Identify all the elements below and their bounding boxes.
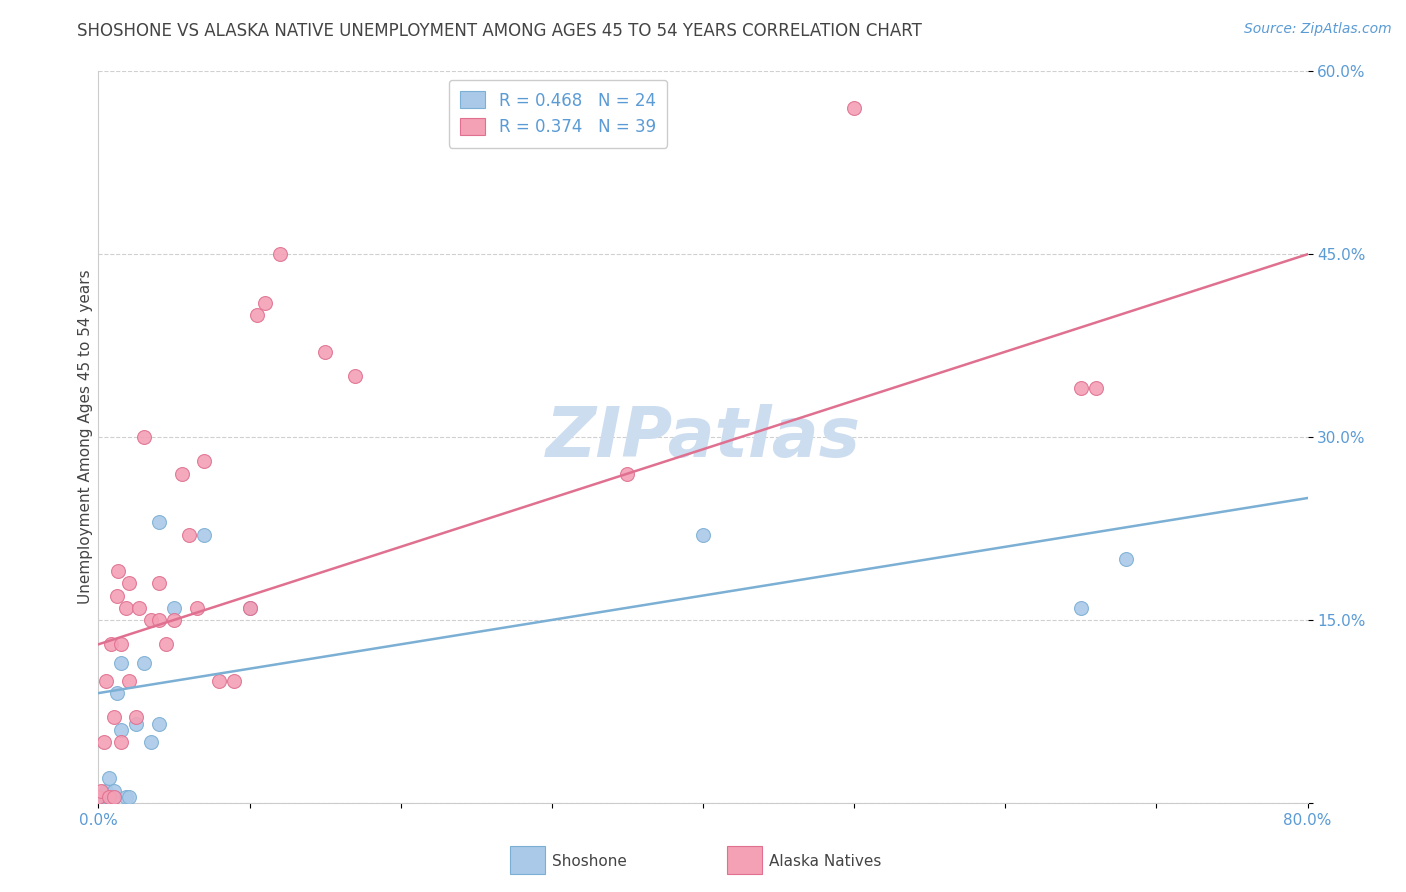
Point <box>344 369 367 384</box>
Point <box>179 527 201 541</box>
Point <box>107 564 129 578</box>
Text: ZIPatlas: ZIPatlas <box>546 403 860 471</box>
Point <box>94 673 117 688</box>
Point <box>114 600 136 615</box>
Point <box>1085 381 1108 395</box>
Point <box>103 789 125 804</box>
Point <box>141 613 163 627</box>
Point <box>118 673 141 688</box>
Point <box>103 789 125 804</box>
Point <box>110 735 132 749</box>
Legend: R = 0.468   N = 24, R = 0.374   N = 39: R = 0.468 N = 24, R = 0.374 N = 39 <box>449 79 668 148</box>
Point <box>148 516 170 530</box>
Point <box>314 344 336 359</box>
Point <box>1070 600 1092 615</box>
Point <box>148 716 170 731</box>
Point <box>93 735 115 749</box>
Point <box>239 600 262 615</box>
Y-axis label: Unemployment Among Ages 45 to 54 years: Unemployment Among Ages 45 to 54 years <box>77 269 93 605</box>
Point <box>193 527 215 541</box>
Point <box>114 789 136 804</box>
Point <box>100 789 122 804</box>
Point <box>844 101 866 115</box>
Point <box>128 600 150 615</box>
Point <box>155 637 177 651</box>
Point <box>94 783 117 797</box>
Point <box>224 673 246 688</box>
Point <box>87 789 110 804</box>
Point <box>125 710 148 724</box>
Text: SHOSHONE VS ALASKA NATIVE UNEMPLOYMENT AMONG AGES 45 TO 54 YEARS CORRELATION CHA: SHOSHONE VS ALASKA NATIVE UNEMPLOYMENT A… <box>77 22 922 40</box>
Point <box>105 686 128 700</box>
Point <box>132 430 155 444</box>
Point <box>110 637 132 651</box>
Point <box>98 789 121 804</box>
Point <box>110 723 132 737</box>
Point <box>87 789 110 804</box>
Point <box>148 576 170 591</box>
Point <box>148 613 170 627</box>
Point <box>98 772 121 786</box>
Point <box>103 783 125 797</box>
Point <box>90 783 112 797</box>
Point <box>163 600 186 615</box>
Point <box>103 710 125 724</box>
Text: Source: ZipAtlas.com: Source: ZipAtlas.com <box>1244 22 1392 37</box>
Point <box>193 454 215 468</box>
Point <box>98 789 121 804</box>
Point <box>208 673 231 688</box>
Point <box>616 467 638 481</box>
Point <box>163 613 186 627</box>
Point <box>253 296 276 310</box>
Text: Shoshone: Shoshone <box>551 855 627 869</box>
Point <box>118 576 141 591</box>
Text: Alaska Natives: Alaska Natives <box>769 855 882 869</box>
Point <box>1070 381 1092 395</box>
Point <box>239 600 262 615</box>
Point <box>246 308 269 322</box>
Point <box>186 600 208 615</box>
Point <box>692 527 714 541</box>
Point <box>269 247 291 261</box>
Point <box>105 589 128 603</box>
Point <box>118 789 141 804</box>
Point <box>110 656 132 670</box>
Point <box>132 656 155 670</box>
Point <box>170 467 193 481</box>
Point <box>141 735 163 749</box>
Point <box>94 789 117 804</box>
Point <box>100 637 122 651</box>
Point <box>1115 552 1137 566</box>
Point <box>125 716 148 731</box>
